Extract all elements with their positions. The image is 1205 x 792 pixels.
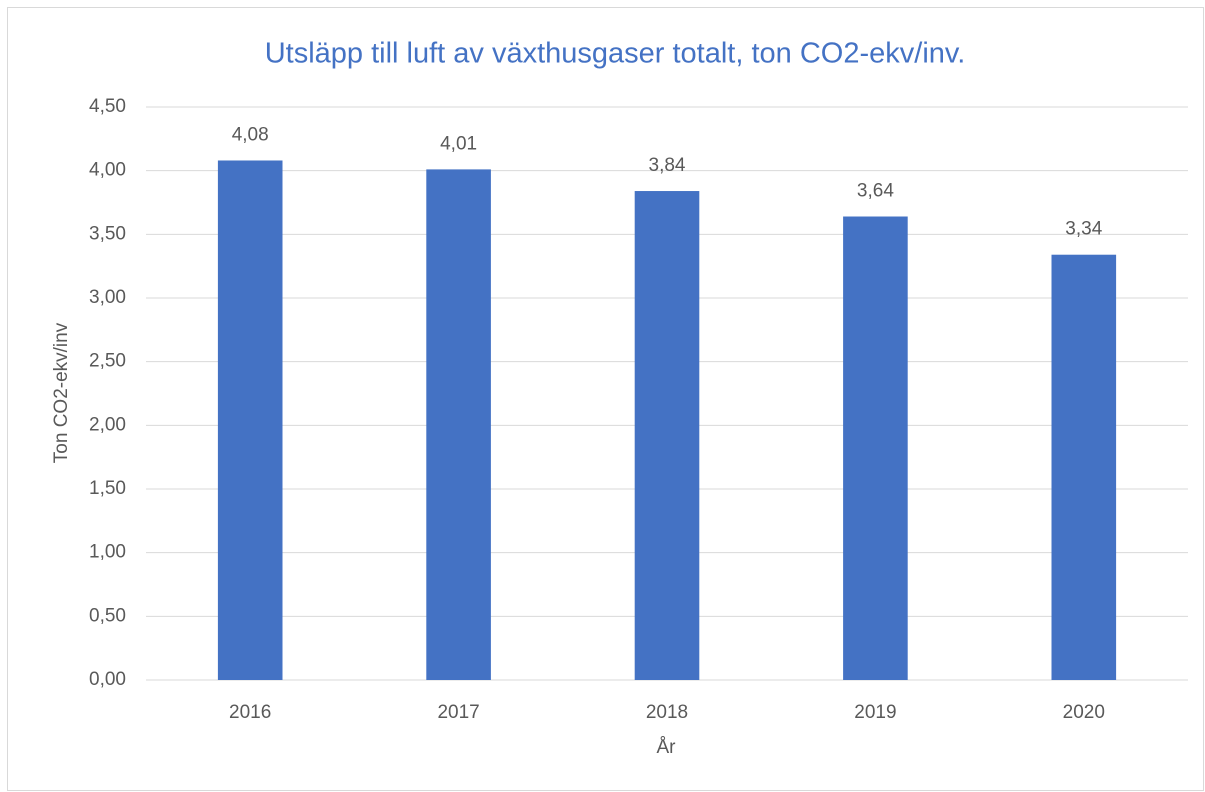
bar bbox=[843, 216, 908, 681]
data-label: 3,84 bbox=[649, 155, 686, 176]
y-tick-label: 2,00 bbox=[89, 414, 126, 435]
data-label: 3,64 bbox=[857, 181, 894, 202]
y-tick-label: 4,00 bbox=[89, 160, 126, 181]
y-tick-label: 2,50 bbox=[89, 351, 126, 372]
chart-border bbox=[7, 7, 1204, 791]
y-tick-label: 0,50 bbox=[89, 605, 126, 626]
data-label: 4,08 bbox=[232, 124, 269, 145]
y-tick-label: 0,00 bbox=[89, 669, 126, 690]
data-label: 4,01 bbox=[440, 133, 477, 154]
y-tick-label: 3,50 bbox=[89, 223, 126, 244]
y-tick-label: 1,00 bbox=[89, 542, 126, 563]
y-tick-label: 1,50 bbox=[89, 478, 126, 499]
y-axis-title: Ton CO2-ekv/inv bbox=[51, 322, 72, 463]
x-axis-title: År bbox=[657, 737, 677, 758]
bar bbox=[217, 160, 283, 681]
data-label: 3,34 bbox=[1065, 219, 1102, 240]
x-tick-label: 2020 bbox=[1063, 702, 1105, 723]
bar bbox=[634, 191, 700, 681]
x-tick-label: 2017 bbox=[437, 702, 479, 723]
y-tick-label: 3,00 bbox=[89, 287, 126, 308]
chart-title: Utsläpp till luft av växthusgaser totalt… bbox=[265, 38, 966, 70]
x-tick-label: 2016 bbox=[229, 702, 271, 723]
bar bbox=[426, 169, 491, 681]
y-tick-label: 4,50 bbox=[89, 96, 126, 117]
bar bbox=[1051, 254, 1117, 680]
x-tick-label: 2018 bbox=[646, 702, 688, 723]
x-tick-label: 2019 bbox=[854, 702, 896, 723]
